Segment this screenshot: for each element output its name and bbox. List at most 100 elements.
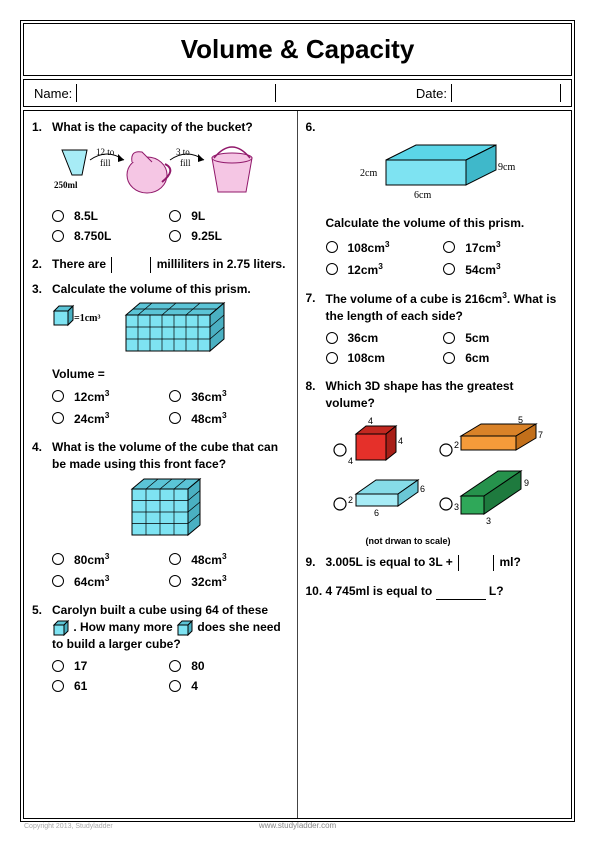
- right-column: 6. 2cm 9cm 6cm Calculate the volume of t…: [298, 111, 572, 818]
- opt-label: 36cm: [348, 331, 379, 345]
- radio[interactable]: [443, 241, 455, 253]
- opt-label: 12cm3: [74, 388, 109, 404]
- opt-label: 24cm3: [74, 410, 109, 426]
- q9: 9. 3.005L is equal to 3L + ml?: [306, 554, 562, 571]
- radio[interactable]: [52, 660, 64, 672]
- svg-text:9cm: 9cm: [498, 162, 515, 173]
- q4-num: 4.: [32, 439, 52, 456]
- opt-label: 48cm3: [191, 551, 226, 567]
- q1: 1. What is the capacity of the bucket?: [32, 119, 287, 136]
- radio[interactable]: [169, 230, 181, 242]
- svg-text:5: 5: [518, 416, 523, 425]
- opt-label: 8.5L: [74, 209, 98, 223]
- radio[interactable]: [169, 412, 181, 424]
- opt-label: 64cm3: [74, 573, 109, 589]
- svg-text:3: 3: [454, 502, 459, 512]
- q8-note: (not drwan to scale): [366, 536, 562, 546]
- radio[interactable]: [326, 241, 338, 253]
- svg-text:250ml: 250ml: [54, 180, 78, 190]
- q8-text: Which 3D shape has the greatest volume?: [326, 378, 562, 412]
- svg-text:2cm: 2cm: [360, 168, 377, 179]
- radio[interactable]: [443, 352, 455, 364]
- radio[interactable]: [52, 230, 64, 242]
- q1-num: 1.: [32, 119, 52, 136]
- q4-illustration: [122, 477, 287, 542]
- radio[interactable]: [169, 390, 181, 402]
- q1-illustration: 250ml 12 to fill 3 to: [52, 140, 287, 200]
- svg-text:6: 6: [374, 508, 379, 518]
- q6: 6.: [306, 119, 562, 136]
- q4-text: What is the volume of the cube that can …: [52, 439, 287, 473]
- q6-options: 108cm3 17cm3 12cm3 54cm3: [326, 236, 562, 280]
- radio[interactable]: [169, 553, 181, 565]
- q6-illustration: 2cm 9cm 6cm: [356, 140, 562, 210]
- radio[interactable]: [169, 660, 181, 672]
- q5-options: 17 80 61 4: [52, 656, 287, 696]
- radio[interactable]: [52, 390, 64, 402]
- q2-after: milliliters in 2.75 liters.: [157, 257, 286, 271]
- q1-text: What is the capacity of the bucket?: [52, 119, 287, 136]
- q1-options: 8.5L 9L 8.750L 9.25L: [52, 206, 287, 246]
- q5-num: 5.: [32, 602, 52, 619]
- radio[interactable]: [52, 553, 64, 565]
- opt-label: 12cm3: [348, 261, 383, 277]
- svg-text:2: 2: [454, 440, 459, 450]
- svg-text:2: 2: [348, 495, 353, 505]
- opt-label: 48cm3: [191, 410, 226, 426]
- questions-container: 1. What is the capacity of the bucket? 2…: [23, 110, 572, 819]
- worksheet-page: Volume & Capacity Name: Date: 1. What is…: [0, 0, 595, 842]
- opt-label: 32cm3: [191, 573, 226, 589]
- radio[interactable]: [52, 412, 64, 424]
- radio[interactable]: [169, 575, 181, 587]
- radio[interactable]: [52, 680, 64, 692]
- q2-text: There are milliliters in 2.75 liters.: [52, 256, 287, 273]
- svg-text:4: 4: [348, 456, 353, 466]
- opt-label: 61: [74, 679, 87, 693]
- q2-num: 2.: [32, 256, 52, 273]
- radio[interactable]: [169, 210, 181, 222]
- svg-text:fill: fill: [100, 158, 111, 168]
- opt-label: 8.750L: [74, 229, 111, 243]
- svg-text:12 to: 12 to: [96, 147, 115, 157]
- q10-blank[interactable]: [436, 586, 486, 600]
- radio[interactable]: [169, 680, 181, 692]
- q7-options: 36cm 5cm 108cm 6cm: [326, 328, 562, 368]
- opt-label: 9L: [191, 209, 205, 223]
- q5-text: Carolyn built a cube using 64 of these .…: [52, 602, 287, 652]
- copyright-text: Copyright 2013, Studyladder: [24, 823, 113, 830]
- radio[interactable]: [326, 263, 338, 275]
- opt-label: 54cm3: [465, 261, 500, 277]
- q6-text: Calculate the volume of this prism.: [326, 216, 562, 230]
- opt-label: 108cm: [348, 351, 385, 365]
- q3-options: 12cm3 36cm3 24cm3 48cm3: [52, 385, 287, 429]
- svg-text:9: 9: [524, 478, 529, 488]
- q7-text: The volume of a cube is 216cm3. What is …: [326, 290, 562, 325]
- radio[interactable]: [52, 575, 64, 587]
- svg-text:fill: fill: [180, 158, 191, 168]
- q10-text: 4 745ml is equal to L?: [326, 583, 562, 600]
- name-field[interactable]: [76, 84, 276, 102]
- svg-text:6cm: 6cm: [414, 190, 431, 201]
- q8-num: 8.: [306, 378, 326, 395]
- q7-num: 7.: [306, 290, 326, 307]
- q5: 5. Carolyn built a cube using 64 of thes…: [32, 602, 287, 652]
- radio[interactable]: [443, 263, 455, 275]
- q4-options: 80cm3 48cm3 64cm3 32cm3: [52, 548, 287, 592]
- opt-label: 17: [74, 659, 87, 673]
- radio[interactable]: [326, 352, 338, 364]
- q9-text: 3.005L is equal to 3L + ml?: [326, 554, 562, 571]
- q7: 7. The volume of a cube is 216cm3. What …: [306, 290, 562, 325]
- svg-text:3 to: 3 to: [176, 147, 190, 157]
- q3-volume-label: Volume =: [52, 367, 287, 381]
- outer-frame: Volume & Capacity Name: Date: 1. What is…: [20, 20, 575, 822]
- radio[interactable]: [52, 210, 64, 222]
- date-label: Date:: [416, 86, 447, 101]
- q2-blank[interactable]: [111, 257, 151, 273]
- opt-label: 4: [191, 679, 198, 693]
- radio[interactable]: [326, 332, 338, 344]
- radio[interactable]: [443, 332, 455, 344]
- q9-blank[interactable]: [458, 555, 494, 571]
- svg-text:3: 3: [486, 516, 491, 526]
- opt-label: 9.25L: [191, 229, 222, 243]
- date-field[interactable]: [451, 84, 561, 102]
